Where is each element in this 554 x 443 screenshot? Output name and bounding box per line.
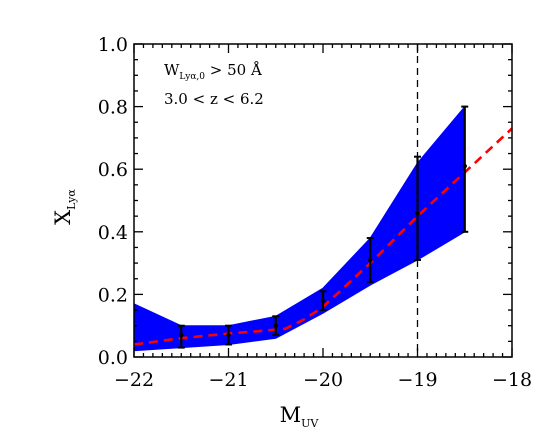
error-bar: [319, 290, 327, 312]
x-axis-title: MUV: [280, 403, 320, 430]
y-tick-label: 0.6: [98, 159, 128, 181]
data-point: [273, 323, 278, 328]
data-point: [415, 210, 420, 216]
data-point: [462, 163, 467, 169]
data-point: [368, 257, 373, 263]
x-tick-label: −20: [303, 369, 343, 391]
plot-area: [133, 44, 513, 357]
fit-curve: [133, 127, 513, 346]
fit-curve-layer: [133, 127, 513, 346]
data-point: [320, 298, 326, 303]
y-tick-label: 0.8: [98, 97, 128, 119]
x-tick-label: −21: [208, 369, 248, 391]
y-tick-label: 1.0: [98, 34, 128, 56]
error-bar: [414, 155, 421, 261]
data-point: [226, 332, 231, 338]
annotation-equivalent-width: WLyα,0 > 50 Å: [164, 61, 262, 82]
y-axis-title: XLyα: [51, 189, 78, 225]
y-tick-label: 0.0: [98, 347, 128, 369]
x-tick-label: −19: [397, 369, 437, 391]
y-tick-label: 0.2: [98, 284, 128, 306]
x-tick-label: −18: [492, 369, 532, 391]
ticks-layer: [133, 43, 513, 358]
y-tick-label: 0.4: [98, 222, 128, 244]
error-bar: [177, 324, 185, 349]
data-point: [179, 332, 184, 338]
error-bar: [461, 105, 469, 233]
error-bar: [366, 237, 374, 283]
confidence-band-layer: [133, 105, 466, 352]
error-bars-layer: [177, 105, 469, 349]
x-tick-label: −22: [114, 369, 154, 391]
tick-labels-layer: −22 −21 −20 −19 −18 0.0 0.2 0.4 0.6 0.8 1.0: [98, 34, 532, 391]
error-bar: [225, 324, 232, 346]
confidence-band: [133, 105, 466, 352]
annotation-redshift-range: 3.0 < z < 6.2: [164, 90, 264, 108]
error-bar: [272, 315, 280, 337]
